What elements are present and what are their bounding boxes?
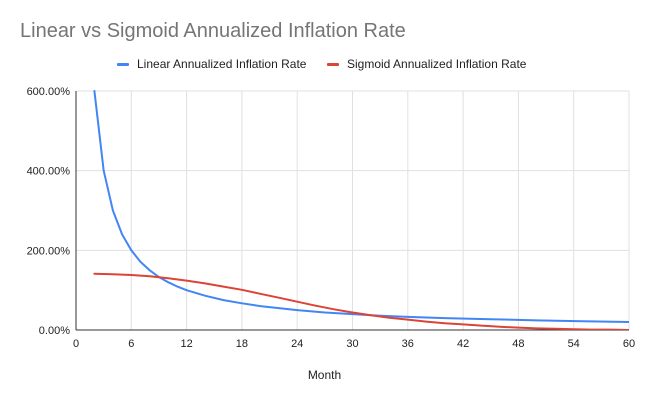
x-tick-label: 12 xyxy=(180,338,192,350)
series-line-sigmoid xyxy=(93,272,629,330)
legend-label-sigmoid: Sigmoid Annualized Inflation Rate xyxy=(347,57,527,71)
y-tick-label: 400.00% xyxy=(27,166,71,178)
legend-swatch-sigmoid xyxy=(327,62,339,66)
x-tick-label: 42 xyxy=(457,338,469,350)
legend-item-sigmoid[interactable]: Sigmoid Annualized Inflation Rate xyxy=(327,57,526,71)
x-tick-label: 30 xyxy=(346,338,358,350)
x-tick-label: 18 xyxy=(236,338,248,350)
y-tick-label: 200.00% xyxy=(27,245,71,257)
legend-label-linear: Linear Annualized Inflation Rate xyxy=(137,57,307,71)
x-tick-label: 54 xyxy=(568,338,580,350)
x-tick-label: 6 xyxy=(128,338,134,350)
chart-title: Linear vs Sigmoid Annualized Inflation R… xyxy=(20,20,406,42)
x-tick-label: 36 xyxy=(402,338,414,350)
y-tick-label: 0.00% xyxy=(39,325,70,337)
legend-swatch-linear xyxy=(117,62,129,66)
legend-item-linear[interactable]: Linear Annualized Inflation Rate xyxy=(117,57,306,71)
x-tick-label: 24 xyxy=(291,338,303,350)
x-tick-label: 60 xyxy=(623,338,635,350)
x-tick-label: 48 xyxy=(512,338,524,350)
y-tick-label: 600.00% xyxy=(27,86,71,98)
x-axis-title: Month xyxy=(307,368,342,382)
series-line-linear xyxy=(93,90,629,323)
x-tick-label: 0 xyxy=(73,338,79,350)
legend: Linear Annualized Inflation Rate Sigmoid… xyxy=(0,57,649,73)
